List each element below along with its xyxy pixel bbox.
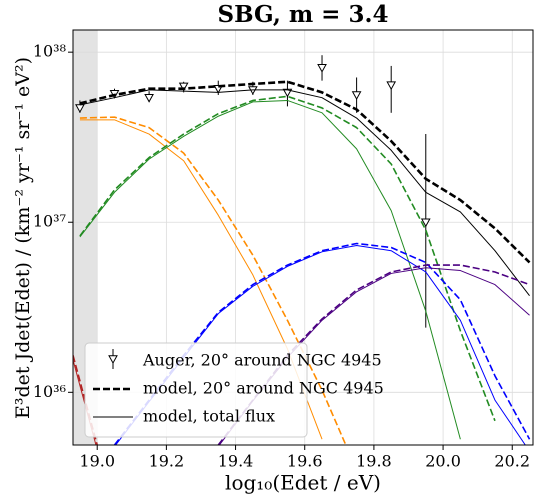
y-tick-label: 10³⁷	[33, 212, 66, 231]
legend-swatch	[108, 355, 118, 365]
data-point	[282, 88, 293, 98]
model-line	[79, 99, 461, 440]
x-axis-label: log₁₀(Edet / eV)	[225, 471, 381, 495]
x-tick-label: 19.2	[149, 452, 185, 471]
legend-label: model, 20° around NGC 4945	[143, 379, 384, 398]
legend-box	[84, 342, 308, 438]
plot-frame	[72, 29, 534, 446]
legend-label: Auger, 20° around NGC 4945	[142, 351, 382, 370]
data-point	[351, 91, 362, 101]
data-point	[386, 81, 397, 91]
model-line	[79, 80, 531, 264]
legend-label: model, total flux	[143, 407, 275, 426]
model-line	[79, 95, 496, 422]
data-point	[420, 218, 431, 228]
x-tick-label: 19.4	[218, 452, 254, 471]
data-point	[144, 93, 154, 103]
chart-title: SBG, m = 3.4	[218, 1, 389, 28]
x-tick-label: 20.2	[494, 452, 530, 471]
y-tick-label: 10³⁶	[33, 382, 66, 401]
x-tick-label: 20.0	[425, 452, 461, 471]
model-line	[79, 89, 530, 296]
x-tick-label: 19.8	[356, 452, 392, 471]
model-line	[79, 116, 347, 445]
x-tick-label: 19.6	[287, 452, 323, 471]
y-axis-label: E³det Jdet(Edet) / (km⁻² yr⁻¹ sr⁻¹ eV²)	[12, 57, 34, 419]
model-line	[79, 119, 323, 440]
data-point	[178, 82, 189, 92]
data-point	[317, 64, 327, 73]
y-tick-label: 10³⁸	[33, 42, 66, 61]
x-tick-label: 19.0	[79, 452, 115, 471]
